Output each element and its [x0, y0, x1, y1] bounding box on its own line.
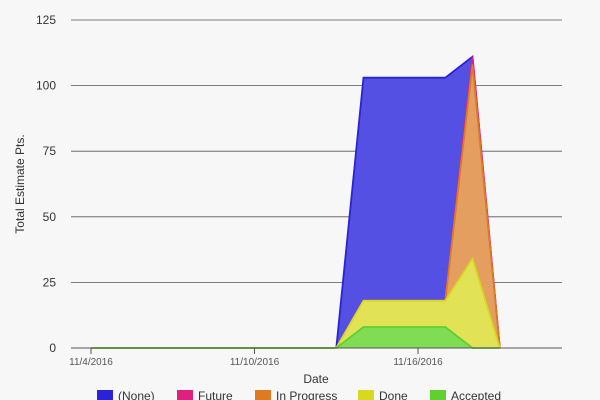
- y-tick-label: 50: [43, 210, 57, 224]
- line-accepted: [91, 326, 500, 349]
- legend-item: Future: [177, 389, 233, 400]
- x-tick-label: 11/16/2016: [393, 357, 443, 368]
- legend-label: Accepted: [451, 389, 501, 400]
- legend: (None) Future In Progress Done Accepted: [97, 389, 501, 400]
- x-tick-label: 11/4/2016: [69, 357, 113, 368]
- y-tick-label: 25: [43, 275, 57, 289]
- y-tick-label: 125: [36, 13, 56, 27]
- legend-swatch: [358, 390, 374, 400]
- line-done: [91, 256, 501, 349]
- legend-label: In Progress: [276, 389, 337, 400]
- legend-swatch: [97, 390, 113, 400]
- legend-label: (None): [118, 389, 155, 400]
- axes: 11/4/2016 11/10/2016 11/16/2016: [69, 347, 562, 368]
- area-done: [91, 258, 500, 348]
- x-axis-label: Date: [303, 372, 329, 386]
- legend-item: In Progress: [255, 389, 337, 400]
- legend-swatch: [255, 390, 271, 400]
- area-accepted: [91, 327, 500, 348]
- legend-label: Future: [198, 389, 233, 400]
- x-tick-label: 11/10/2016: [230, 357, 280, 368]
- legend-item: Done: [358, 389, 408, 400]
- y-tick-label: 100: [36, 79, 56, 93]
- series-areas: [91, 54, 501, 349]
- y-tick-label: 75: [43, 144, 57, 158]
- legend-swatch: [177, 390, 193, 400]
- legend-swatch: [430, 390, 446, 400]
- line-none: [91, 54, 501, 349]
- y-axis-label: Total Estimate Pts.: [13, 134, 27, 233]
- area-none: [91, 56, 500, 348]
- y-tick-label: 0: [49, 341, 56, 355]
- legend-label: Done: [379, 389, 408, 400]
- legend-item: (None): [97, 389, 155, 400]
- legend-item: Accepted: [430, 389, 501, 400]
